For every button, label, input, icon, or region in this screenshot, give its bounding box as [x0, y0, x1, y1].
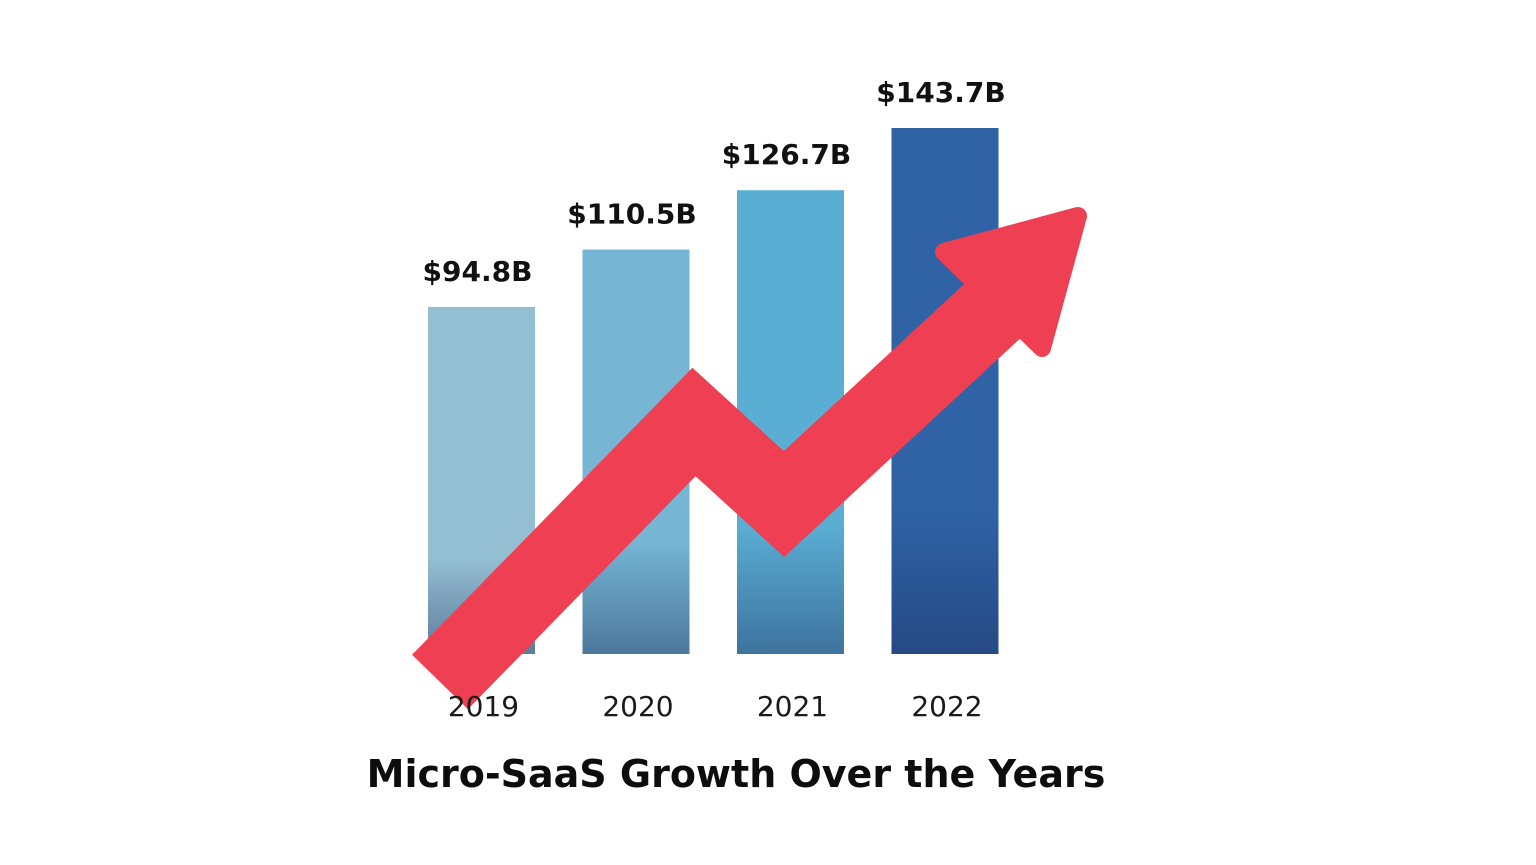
value-labels-layer: $94.8B $110.5B $126.7B $143.7B — [423, 76, 1006, 288]
x-tick-label-2021: 2021 — [757, 690, 828, 723]
x-axis-tick-labels: 2019 2020 2021 2022 — [448, 690, 983, 723]
value-label-2020: $110.5B — [567, 198, 696, 231]
value-label-2019: $94.8B — [423, 255, 533, 288]
value-label-2021: $126.7B — [722, 138, 851, 171]
value-label-2022: $143.7B — [876, 76, 1005, 109]
trend-arrow-shaft — [412, 275, 1027, 710]
trend-arrow — [412, 207, 1087, 710]
x-tick-label-2019: 2019 — [448, 690, 519, 723]
x-tick-label-2020: 2020 — [602, 690, 673, 723]
chart-title: Micro-SaaS Growth Over the Years — [366, 752, 1106, 796]
trend-arrow-head — [935, 207, 1087, 357]
x-tick-label-2022: 2022 — [911, 690, 982, 723]
